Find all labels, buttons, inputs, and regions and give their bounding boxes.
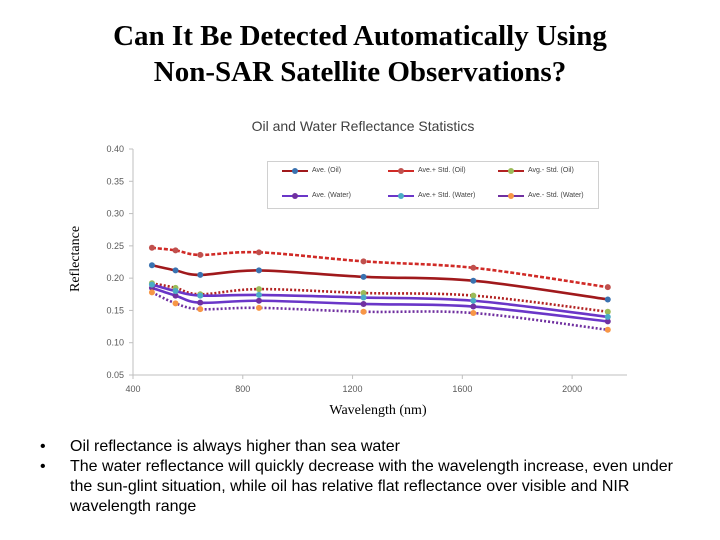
y-tick-label: 0.20 (106, 273, 124, 283)
data-point (604, 313, 611, 320)
data-point (172, 292, 179, 299)
y-tick-label: 0.10 (106, 338, 124, 348)
slide-title-line-2: Non-SAR Satellite Observations? (153, 56, 567, 88)
y-tick-label: 0.15 (106, 305, 124, 315)
bullet-text: The water reflectance will quickly decre… (70, 458, 673, 515)
data-point (255, 297, 262, 304)
data-point (470, 303, 477, 310)
data-point (604, 296, 611, 303)
slide-title-line-1: Can It Be Detected Automatically Using (113, 20, 607, 52)
data-point (604, 284, 611, 291)
data-point (255, 304, 262, 311)
bullet-marker: • (40, 438, 46, 455)
data-point (148, 289, 155, 296)
x-tick-label: 2000 (562, 384, 582, 394)
chart-title: Oil and Water Reflectance Statistics (251, 118, 475, 134)
legend-item-ave-oil: Ave. (Oil) (282, 167, 341, 174)
bullet-text: Oil reflectance is always higher than se… (70, 438, 400, 455)
data-point (360, 300, 367, 307)
legend-item-ave-minus-std-water: Ave.- Std. (Water) (498, 192, 584, 199)
legend-item-ave-plus-std-water: Ave.+ Std. (Water) (388, 192, 475, 199)
data-point (172, 247, 179, 254)
legend-label: Ave.+ Std. (Water) (418, 192, 476, 199)
legend-label: Ave.- Std. (Water) (528, 192, 584, 199)
data-point (172, 300, 179, 307)
y-tick-label: 0.30 (106, 209, 124, 219)
legend-swatch (498, 167, 524, 174)
data-point (604, 318, 611, 325)
bullet-list: • Oil reflectance is always higher than … (40, 437, 690, 517)
x-tick-label: 400 (125, 384, 140, 394)
slide-title: Can It Be Detected Automatically Using N… (0, 18, 720, 90)
data-point (360, 258, 367, 265)
data-point (360, 294, 367, 301)
data-point (470, 310, 477, 317)
legend-label: Ave.+ Std. (Oil) (418, 167, 466, 174)
data-point (255, 267, 262, 274)
data-point (197, 271, 204, 278)
legend-swatch (388, 192, 414, 199)
data-point (604, 326, 611, 333)
legend-label: Ave. (Water) (312, 192, 351, 199)
data-point (470, 277, 477, 284)
y-tick-label: 0.25 (106, 241, 124, 251)
y-tick-label: 0.40 (106, 144, 124, 154)
y-tick-label: 0.35 (106, 176, 124, 186)
legend-swatch (388, 167, 414, 174)
legend-swatch (282, 167, 308, 174)
x-tick-label: 1200 (343, 384, 363, 394)
legend-item-ave-plus-std-oil: Ave.+ Std. (Oil) (388, 167, 466, 174)
data-point (148, 281, 155, 288)
data-point (255, 286, 262, 293)
legend-item-avg-minus-std-oil: Avg.- Std. (Oil) (498, 167, 574, 174)
legend-swatch (282, 192, 308, 199)
data-point (197, 292, 204, 299)
data-point (255, 291, 262, 298)
data-point (172, 288, 179, 295)
legend-swatch (498, 192, 524, 199)
x-axis-label: Wavelength (nm) (329, 403, 427, 418)
x-tick-label: 800 (235, 384, 250, 394)
data-point (172, 267, 179, 274)
bullet-item: • Oil reflectance is always higher than … (40, 437, 690, 457)
data-point (470, 264, 477, 271)
chart-legend: Ave. (Oil) Ave.+ Std. (Oil) Avg.- Std. (… (267, 161, 599, 209)
x-tick-label: 1600 (452, 384, 472, 394)
data-point (255, 249, 262, 256)
data-point (604, 308, 611, 315)
data-point (360, 308, 367, 315)
data-point (470, 292, 477, 299)
legend-label: Avg.- Std. (Oil) (528, 167, 574, 174)
data-point (470, 297, 477, 304)
data-point (360, 273, 367, 280)
series-line-5 (151, 291, 608, 332)
data-point (148, 262, 155, 269)
data-point (197, 251, 204, 258)
data-point (148, 244, 155, 251)
legend-item-ave-water: Ave. (Water) (282, 192, 351, 199)
data-point (197, 306, 204, 313)
y-tick-label: 0.05 (106, 370, 124, 380)
series-line-1 (151, 246, 608, 289)
bullet-marker: • (40, 458, 46, 475)
data-point (197, 299, 204, 306)
legend-label: Ave. (Oil) (312, 167, 342, 174)
bullet-item: • The water reflectance will quickly dec… (40, 457, 690, 517)
data-point (360, 289, 367, 296)
